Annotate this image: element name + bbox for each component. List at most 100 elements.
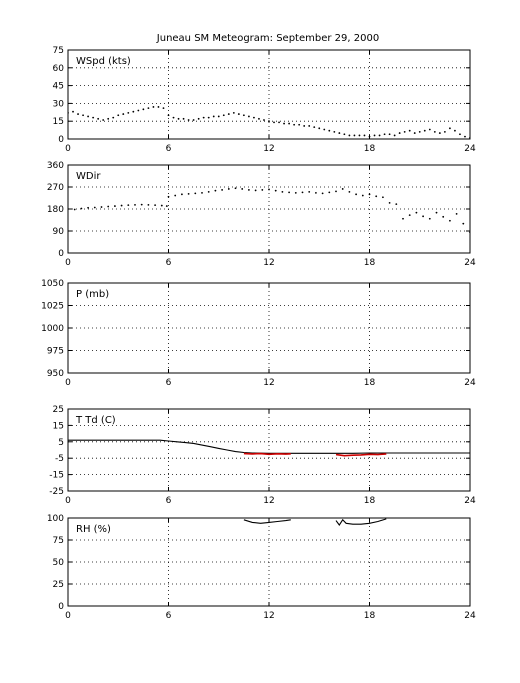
data-point <box>167 114 170 117</box>
x-tick-label: 12 <box>263 611 274 621</box>
x-tick-label: 24 <box>464 378 476 388</box>
data-point <box>72 110 74 113</box>
data-point <box>328 129 331 132</box>
wind-speed-panel: 0 6 12 18 24 0 15 30 45 60 75 WSpd (kts) <box>53 46 476 154</box>
x-tick-label: 12 <box>263 378 274 388</box>
data-point <box>165 205 168 207</box>
x-tick-label: 6 <box>166 144 172 154</box>
panel-label: WSpd (kts) <box>76 56 131 67</box>
y-tick-label: 0 <box>58 602 64 612</box>
x-tick-label: 0 <box>65 496 71 506</box>
data-point <box>142 108 145 111</box>
data-point <box>355 193 357 196</box>
data-point <box>241 188 244 190</box>
data-point <box>293 123 296 126</box>
data-point <box>93 206 96 209</box>
data-point <box>383 133 386 136</box>
data-point <box>281 190 284 193</box>
data-point <box>418 130 421 133</box>
data-point <box>442 215 445 218</box>
x-tick-label: 18 <box>364 611 376 621</box>
data-point <box>308 190 311 193</box>
data-point <box>333 130 336 133</box>
data-point <box>428 217 431 220</box>
data-point <box>348 134 351 137</box>
y-tick-label: 975 <box>47 347 64 357</box>
data-point <box>122 113 125 115</box>
y-tick-label: 1050 <box>41 279 64 289</box>
data-point <box>459 133 461 136</box>
data-point <box>378 134 381 137</box>
x-tick-label: 6 <box>166 496 172 506</box>
data-point <box>455 212 458 215</box>
y-tick-label: 60 <box>53 64 65 74</box>
data-point <box>268 188 270 191</box>
data-point <box>107 205 110 208</box>
series-segment <box>243 519 291 524</box>
data-point <box>227 113 230 115</box>
wind-direction-panel: 0 6 12 18 24 0 90 180 270 360 WDir <box>47 161 476 268</box>
data-point <box>232 111 235 114</box>
data-point <box>157 106 160 108</box>
data-point <box>154 204 157 206</box>
x-tick-label: 24 <box>464 144 476 154</box>
data-point <box>234 187 237 190</box>
data-point <box>192 119 195 121</box>
x-tick-label: 0 <box>65 144 71 154</box>
data-point <box>395 203 398 206</box>
data-point <box>147 203 150 206</box>
data-point <box>313 126 316 129</box>
x-tick-label: 18 <box>364 144 376 154</box>
y-tick-label: 90 <box>53 227 65 237</box>
x-tick-label: 24 <box>464 258 476 268</box>
data-point <box>177 117 180 120</box>
dewpoint-segment <box>335 453 387 457</box>
data-point <box>301 191 304 194</box>
panel-label: T Td (C) <box>75 415 116 426</box>
data-point <box>335 190 337 193</box>
data-point <box>258 117 260 120</box>
y-tick-label: 75 <box>53 46 64 56</box>
data-point <box>353 134 356 137</box>
x-tick-label: 18 <box>364 496 376 506</box>
data-layer <box>68 439 470 457</box>
data-point <box>303 125 306 127</box>
data-point <box>321 192 324 195</box>
y-tick-label: -15 <box>49 471 64 481</box>
data-point <box>388 133 391 136</box>
data-point <box>261 189 264 191</box>
data-point <box>202 116 205 119</box>
data-point <box>194 192 197 195</box>
data-point <box>97 117 100 120</box>
y-tick-label: 15 <box>53 421 64 431</box>
data-point <box>162 107 165 110</box>
data-point <box>343 133 346 136</box>
data-point <box>388 201 391 204</box>
data-point <box>73 208 76 211</box>
data-point <box>315 191 317 194</box>
y-tick-label: 0 <box>58 135 64 145</box>
pressure-panel: 0 6 12 18 24 950 975 1000 1025 1050 P (mb) <box>41 279 476 388</box>
data-point <box>92 116 95 119</box>
data-point <box>201 191 203 194</box>
data-point <box>288 122 290 125</box>
x-tick-label: 24 <box>464 496 476 506</box>
data-point <box>181 193 183 196</box>
data-point <box>77 113 79 115</box>
y-tick-label: 25 <box>53 405 64 415</box>
data-point <box>120 204 123 207</box>
data-point <box>127 111 130 114</box>
data-point <box>212 115 215 118</box>
data-point <box>187 119 190 121</box>
y-tick-label: 45 <box>53 82 64 92</box>
data-point <box>422 215 424 218</box>
x-tick-label: 12 <box>263 258 274 268</box>
dewpoint-segment <box>243 452 291 456</box>
data-point <box>382 196 384 199</box>
data-point <box>222 114 225 117</box>
data-point <box>273 121 275 124</box>
data-point <box>288 191 290 194</box>
data-point <box>112 116 115 119</box>
data-point <box>221 189 224 191</box>
